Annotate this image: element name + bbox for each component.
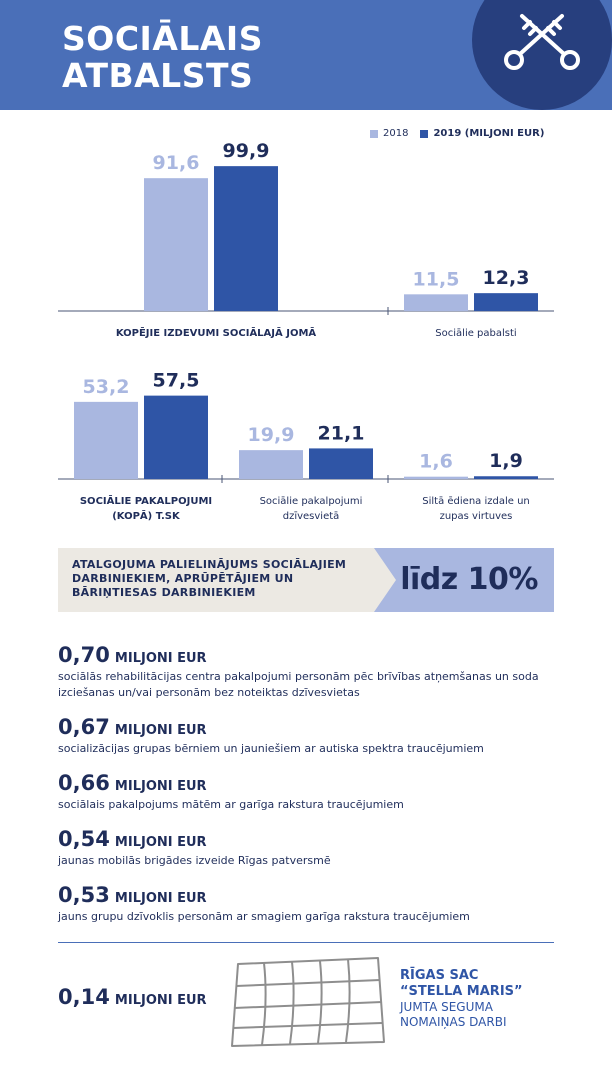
item-description: jaunas mobilās brigādes izveide Rīgas pa…	[58, 854, 331, 867]
data-label-2019: 1,9	[489, 450, 523, 472]
item-description: sociālais pakalpojums mātēm ar garīga ra…	[58, 798, 404, 811]
list-item: 0,53 MILJONI EUR jauns grupu dzīvoklis p…	[58, 883, 558, 925]
banner-value: līdz 10%	[400, 562, 538, 597]
item-unit: MILJONI EUR	[114, 651, 207, 666]
category-label: KOPĒJIE IZDEVUMI SOCIĀLAJĀ JOMĀ	[116, 326, 317, 339]
data-label-2018: 91,6	[153, 152, 200, 174]
bar-2018	[74, 401, 138, 479]
data-label-2019: 12,3	[483, 267, 530, 289]
list-item: 0,66 MILJONI EUR sociālais pakalpojums m…	[58, 771, 558, 813]
category-label: dzīvesvietā	[283, 511, 340, 522]
title-line-1: SOCIĀLAIS	[62, 19, 263, 58]
data-label-2019: 57,5	[153, 370, 200, 392]
item-description: socializācijas grupas bērniem un jaunieš…	[58, 742, 484, 755]
item-unit: MILJONI EUR	[114, 891, 207, 906]
item-amount: 0,53	[58, 883, 110, 907]
item-description: sociālās rehabilitācijas centra pakalpoj…	[58, 670, 539, 699]
category-label: Sociālie pabalsti	[435, 328, 516, 339]
category-label: Sociālie pakalpojumi	[260, 496, 363, 507]
bar-chart: 91,6 99,9 KOPĒJIE IZDEVUMI SOCIĀLAJĀ JOMĀ 1…	[58, 140, 554, 522]
list-item: 0,67 MILJONI EUR socializācijas grupas b…	[58, 715, 558, 757]
item-unit: MILJONI EUR	[114, 723, 207, 738]
page-title: SOCIĀLAIS ATBALSTS	[62, 20, 362, 94]
crossed-keys-icon	[504, 14, 580, 70]
data-label-2018: 11,5	[413, 268, 460, 290]
chart-legend: 2018 2019 (MILJONI EUR)	[370, 128, 544, 139]
list-item: 0,54 MILJONI EUR jaunas mobilās brigādes…	[58, 827, 558, 869]
footer-amount: 0,14	[58, 985, 110, 1009]
footer-sub-1: JUMTA SEGUMA	[400, 1000, 493, 1014]
item-amount: 0,54	[58, 827, 110, 851]
banner-text: ATALGOJUMA PALIELINĀJUMS SOCIĀLAJIEM DAR…	[72, 558, 347, 599]
footer-sub-2: NOMAIŅAS DARBI	[400, 1015, 507, 1029]
section-divider	[58, 942, 554, 943]
footer-amount-block: 0,14 MILJONI EUR	[58, 985, 207, 1009]
legend-swatch-2019	[420, 129, 429, 138]
data-label-2019: 21,1	[318, 422, 365, 444]
salary-banner: ATALGOJUMA PALIELINĀJUMS SOCIĀLAJIEM DAR…	[58, 548, 554, 612]
bar-2018	[404, 476, 468, 479]
item-amount: 0,66	[58, 771, 110, 795]
funding-list: 0,70 MILJONI EUR sociālās rehabilitācija…	[58, 643, 558, 939]
data-label-2018: 1,6	[419, 451, 453, 473]
item-amount: 0,67	[58, 715, 110, 739]
bar-2019	[474, 476, 538, 479]
bar-2018	[144, 178, 208, 311]
roof-tiles-icon	[231, 957, 385, 1047]
item-unit: MILJONI EUR	[114, 779, 207, 794]
title-line-2: ATBALSTS	[62, 56, 254, 95]
category-label: SOCIĀLIE PAKALPOJUMI	[80, 494, 212, 507]
footer-title-1: RĪGAS SAC	[400, 968, 479, 983]
item-amount: 0,70	[58, 643, 110, 667]
header-banner: SOCIĀLAIS ATBALSTS	[0, 0, 612, 110]
footer-unit: MILJONI EUR	[114, 993, 207, 1008]
category-label: zupas virtuves	[440, 511, 513, 522]
bar-2019	[309, 448, 373, 479]
data-label-2018: 53,2	[83, 376, 130, 398]
footer-title-2: “STELLA MARIS”	[400, 984, 523, 999]
footer-project: RĪGAS SAC “STELLA MARIS” JUMTA SEGUMA NO…	[400, 968, 560, 1030]
category-label: (KOPĀ) T.SK	[112, 509, 181, 522]
item-unit: MILJONI EUR	[114, 835, 207, 850]
bar-2018	[239, 450, 303, 479]
bar-2019	[474, 293, 538, 311]
logo-badge	[472, 0, 612, 110]
legend-swatch-2018	[370, 129, 378, 138]
item-description: jauns grupu dzīvoklis personām ar smagie…	[58, 910, 470, 923]
data-label-2019: 99,9	[223, 140, 270, 162]
list-item: 0,70 MILJONI EUR sociālās rehabilitācija…	[58, 643, 558, 701]
data-label-2018: 19,9	[248, 424, 295, 446]
bar-2018	[404, 294, 468, 311]
category-label: Siltā ēdiena izdale un	[422, 496, 530, 507]
banner-arrow: līdz 10%	[374, 548, 554, 612]
legend-label-2018: 2018	[383, 128, 409, 139]
bar-2019	[214, 166, 278, 311]
bar-2019	[144, 395, 208, 479]
legend-label-2019: 2019 (MILJONI EUR)	[433, 128, 545, 139]
